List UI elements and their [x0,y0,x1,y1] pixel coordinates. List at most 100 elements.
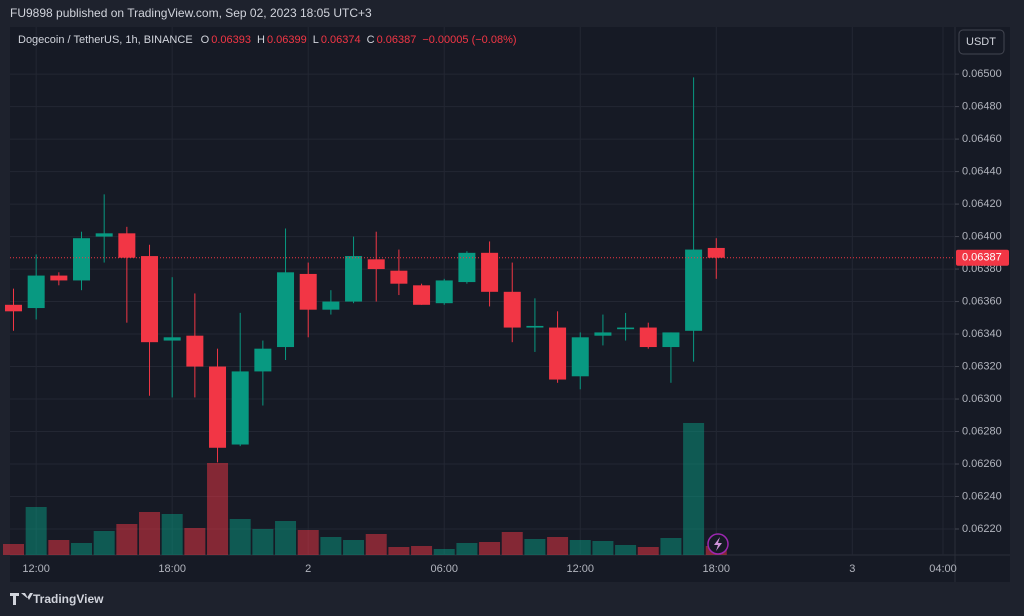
candle-body [163,337,181,341]
volume-bar [547,537,569,555]
candle-body [526,325,544,328]
legend-c: C [366,34,375,46]
volume-bar [388,547,410,555]
x-tick-label: 06:00 [430,563,458,575]
x-tick-label: 12:00 [566,563,594,575]
legend-close: 0.06387 [376,34,417,46]
candle-body [367,259,385,270]
volume-bar [524,539,546,555]
candle-body [118,233,136,258]
volume-bar [71,543,93,555]
volume-bar [569,540,591,555]
plot: 0.06220 0.06240 0.06260 0.06280 0.06300 0.063… [3,27,1009,575]
volume-bar [660,538,682,555]
candle-body [503,291,521,328]
currency-button[interactable] [958,29,1005,55]
candle-body [299,273,317,310]
y-tick-label: 0.06280 [962,425,1002,437]
volume-bar [411,546,433,555]
y-tick-label: 0.06400 [962,230,1002,242]
volume-bar [297,530,319,555]
volume-bar [184,528,206,555]
x-tick-label: 04:00 [929,563,957,575]
volume-bar [501,532,523,555]
candle-body [5,304,22,312]
candle-body [186,335,204,367]
legend-low: 0.06374 [320,34,361,46]
volume-bar [456,543,478,555]
legend-l: L [312,34,319,46]
logo [10,593,33,605]
y-tick-label: 0.06440 [962,165,1002,177]
legend: Dogecoin / TetherUS, 1h, BINANCE O 0.0639… [18,34,523,46]
volume-bar [592,541,614,555]
y-tick-label: 0.06260 [962,458,1002,470]
header: FU9898 published on TradingView.com, Sep… [10,6,372,20]
candle-body [413,285,431,305]
volume-bar [343,540,365,555]
volume-bar [25,507,47,555]
volume-bar [683,423,705,555]
candle-body [639,327,657,348]
volume-bar [252,529,274,555]
volume-bar [365,534,387,555]
last-price-label: 0.06387 [962,252,1002,264]
volume-bar [3,544,24,555]
candle-body [662,332,680,348]
volume-bar [275,521,297,555]
y-tick-label: 0.06300 [962,393,1002,405]
y-tick-label: 0.06360 [962,295,1002,307]
volume-bar [615,545,637,555]
candle-body [707,247,725,258]
candle-body [27,275,45,309]
symbol-title: Dogecoin / TetherUS, 1h, BINANCE [18,34,193,46]
lightning [714,537,722,551]
y-tick-label: 0.06500 [962,68,1002,80]
candle-body [73,238,91,281]
volume-bar [479,542,501,555]
y-tick-label: 0.06320 [962,360,1002,372]
candle-body [345,256,363,302]
candle-body [617,327,635,330]
candle-body [50,275,68,281]
volume-bar [48,540,70,555]
candle-body [549,327,567,380]
x-tick-label: 18:00 [703,563,731,575]
legend-o: O [200,34,210,46]
volume-bar [637,547,659,555]
candle-body [209,366,227,448]
y-tick-label: 0.06420 [962,198,1002,210]
volume-bar [207,463,229,555]
volume-bar [229,519,251,555]
candle-body [95,233,113,237]
x-tick-label: 18:00 [158,563,186,575]
y-tick-label: 0.06460 [962,133,1002,145]
last-price-box [956,249,1009,266]
x-tick-label: 3 [849,563,855,575]
candle-body [571,337,589,377]
y-tick-label: 0.06240 [962,490,1002,502]
volume-bar [93,531,115,555]
candle-body [685,249,703,331]
footer-brand: TradingView [33,592,104,606]
x-tick-label: 12:00 [22,563,50,575]
candle-body [254,348,272,372]
legend-h: H [257,34,265,46]
volume-bar [139,512,161,555]
volume-bar [116,524,138,555]
candle-body [231,371,249,445]
candle-body [277,272,295,348]
x-tick-label: 2 [305,563,311,575]
volume-bar [161,514,183,555]
y-tick-label: 0.06380 [962,263,1002,275]
candle-body [141,256,159,343]
volume-bar [320,537,342,555]
volume-bar [433,549,455,555]
y-tick-label: 0.06480 [962,101,1002,113]
candle-body [390,270,408,284]
legend-high: 0.06399 [266,34,307,46]
currency-button-label[interactable]: USDT [966,36,996,48]
candle-body [322,301,340,310]
